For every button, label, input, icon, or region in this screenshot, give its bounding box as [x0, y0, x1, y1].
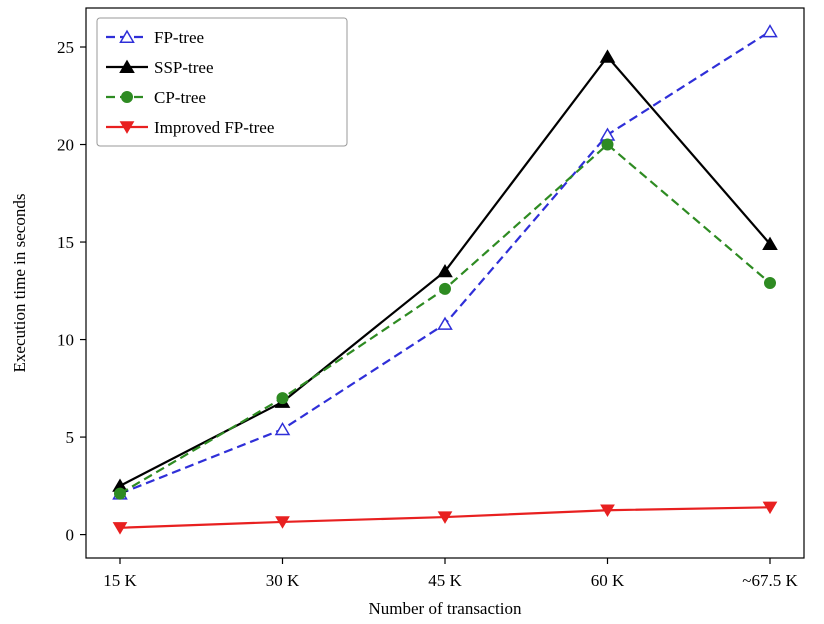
legend-item: SSP-tree	[106, 58, 214, 77]
legend-marker	[119, 59, 135, 73]
x-tick-label: 45 K	[428, 571, 462, 590]
data-point	[275, 516, 290, 529]
x-tick-label: 30 K	[266, 571, 300, 590]
legend-label: CP-tree	[154, 88, 206, 107]
series-layer	[112, 24, 778, 535]
x-axis-title: Number of transaction	[369, 599, 522, 618]
series-2	[114, 138, 776, 500]
data-point	[437, 316, 453, 330]
legend-item: CP-tree	[106, 88, 206, 107]
x-tick-label: 60 K	[591, 571, 625, 590]
series-3	[112, 501, 778, 535]
x-tick-label: ~67.5 K	[742, 571, 798, 590]
legend-marker	[119, 29, 135, 43]
legend-item: Improved FP-tree	[106, 118, 274, 137]
data-point	[276, 392, 289, 405]
y-axis-title: Execution time in seconds	[10, 194, 29, 373]
legend-label: Improved FP-tree	[154, 118, 274, 137]
data-point	[600, 504, 615, 518]
legend-frame	[96, 17, 348, 147]
legend-marker	[119, 121, 135, 134]
y-axis: 0 5 10 15 20 25	[57, 38, 86, 545]
x-tick-label: 15 K	[103, 571, 137, 590]
data-point	[764, 277, 776, 289]
y-tick-label: 15	[57, 233, 74, 252]
data-point	[114, 487, 126, 500]
data-point	[112, 522, 128, 535]
legend-label: SSP-tree	[154, 58, 214, 77]
y-tick-label: 10	[57, 331, 74, 350]
data-point	[439, 282, 451, 295]
data-point	[437, 511, 453, 524]
y-tick-label: 25	[57, 38, 74, 57]
x-axis: 15 K 30 K 45 K 60 K ~67.5 K	[103, 558, 798, 590]
legend: FP-tree SSP-tree CP-tree Improved FP-tree	[96, 17, 348, 147]
legend-item: FP-tree	[106, 28, 204, 47]
data-point	[762, 501, 778, 515]
data-point	[274, 421, 291, 436]
data-point	[601, 138, 614, 151]
legend-label: FP-tree	[154, 28, 204, 47]
y-tick-label: 0	[66, 526, 75, 545]
y-tick-label: 20	[57, 136, 74, 155]
data-point	[762, 236, 778, 250]
data-point	[599, 49, 616, 63]
data-point	[437, 263, 453, 278]
y-tick-label: 5	[66, 428, 75, 447]
legend-marker	[121, 91, 133, 103]
data-point	[762, 24, 778, 38]
